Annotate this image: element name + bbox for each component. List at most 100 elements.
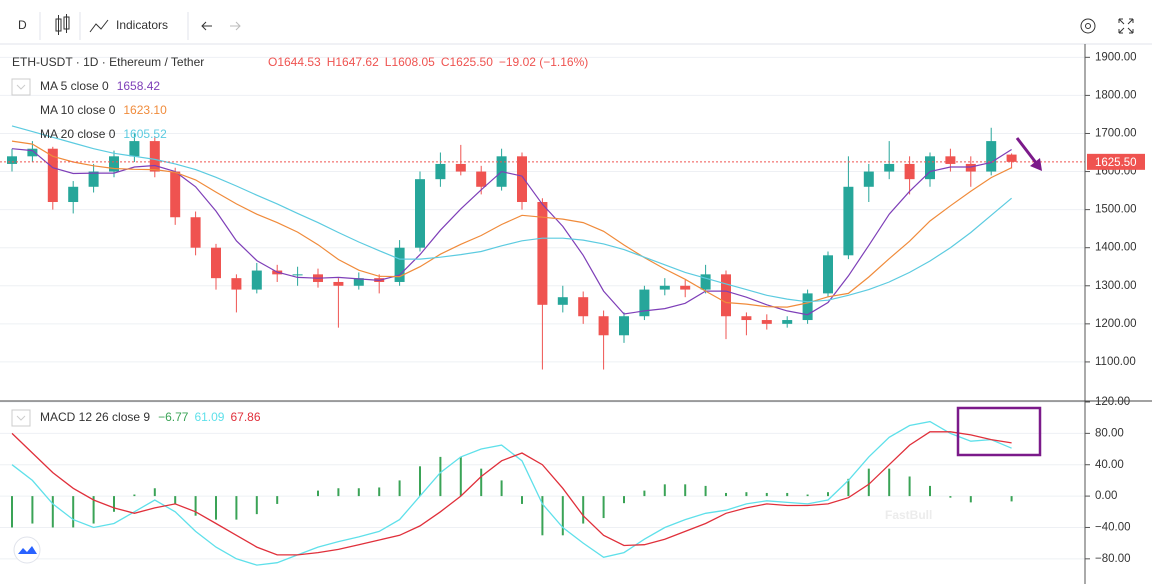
settings-button[interactable] [1080, 18, 1096, 34]
candle-body [170, 171, 181, 218]
legend-toggle [11, 409, 31, 427]
histogram-bar [521, 496, 523, 504]
watermark: FastBull [885, 508, 932, 522]
ohlc-label: L1608.05 [385, 55, 435, 69]
candle-body [149, 141, 160, 172]
histogram-bar [1010, 496, 1013, 502]
y-tick-label: 1900.00 [1095, 51, 1137, 63]
histogram-bar [827, 492, 829, 497]
candle-body [211, 247, 221, 279]
histogram-bar [317, 490, 319, 497]
histogram-bar [51, 496, 54, 528]
redo-button[interactable] [230, 21, 241, 31]
candle-body [476, 171, 487, 187]
y-tick-label: 80.00 [1095, 427, 1124, 439]
histogram-bar [847, 478, 850, 497]
histogram-bar [419, 466, 421, 497]
candle-body [741, 316, 752, 321]
chart-type-icon[interactable] [55, 14, 70, 35]
candle-body [231, 278, 242, 290]
legend-toggle [11, 78, 31, 96]
candle-body [394, 247, 405, 282]
histogram-bar [174, 496, 177, 504]
candle-body [700, 274, 711, 290]
y-tick-label: 1500.00 [1095, 204, 1137, 216]
candle-body [47, 148, 58, 203]
histogram-bar [255, 496, 258, 515]
fullscreen-button[interactable] [1118, 18, 1134, 34]
y-tick-label: 1800.00 [1095, 89, 1137, 101]
histogram-bar [888, 468, 891, 497]
candle-body [659, 285, 670, 290]
y-tick-label: 1400.00 [1095, 242, 1137, 254]
ohlc-label: −19.02 (−1.16%) [499, 55, 588, 69]
candle-body [578, 297, 589, 317]
candle-body [251, 270, 262, 290]
legend: ETH-USDT · 1D · Ethereum / Tether O1644.… [11, 55, 588, 427]
undo-button[interactable] [201, 21, 212, 31]
histogram-bar [153, 488, 156, 497]
histogram-bar [72, 496, 75, 528]
candle-body [27, 148, 38, 157]
indicators-button[interactable]: Indicators [116, 18, 168, 32]
histogram-bar [378, 487, 381, 497]
ohlc-label: H1647.62 [327, 55, 379, 69]
histogram-bar [929, 485, 931, 497]
candle-body [88, 171, 99, 187]
candle-body [925, 156, 935, 180]
histogram-bar [92, 496, 95, 524]
y-tick-label: 1300.00 [1095, 280, 1137, 292]
candle-body [802, 293, 813, 321]
annotation-box [956, 406, 1042, 457]
legend-value: 1658.42 [117, 79, 161, 93]
last-price-tag [1087, 153, 1145, 170]
legend-value: 61.09 [194, 410, 224, 424]
candle-body [292, 274, 303, 276]
candle-body [557, 297, 568, 305]
candle-body [333, 281, 344, 286]
histogram-bar [582, 496, 585, 524]
candle-body [721, 274, 731, 317]
histogram-bar [602, 496, 605, 519]
histogram-bar [133, 494, 136, 497]
candle-body [965, 163, 976, 172]
histogram-bar [745, 492, 748, 497]
candle-body [435, 163, 446, 180]
y-tick-label: 0.00 [1095, 490, 1117, 502]
ohlc-label: O1644.53 [268, 55, 321, 69]
histogram-bar [459, 456, 462, 497]
logo-button[interactable] [13, 536, 41, 564]
histogram-bar [725, 492, 727, 497]
histogram-bar [561, 496, 564, 536]
candle-body [1006, 154, 1017, 162]
histogram-bar [357, 488, 360, 497]
annotation-arrowhead [1030, 158, 1042, 171]
toolbar: D Indicators [0, 12, 1152, 45]
candle-body [884, 163, 895, 172]
line-series [11, 431, 1012, 556]
histogram-bar [704, 485, 707, 497]
legend-name: MA 10 close 0 [40, 103, 116, 117]
interval-button[interactable]: D [18, 18, 27, 32]
candle-body [598, 316, 609, 336]
candle-body [945, 156, 956, 164]
price-axis: 1100.001200.001300.001400.001500.001600.… [1084, 44, 1145, 584]
histogram-bar [11, 496, 13, 528]
histogram-bar [235, 496, 238, 520]
line-series [11, 125, 1012, 303]
histogram-bar [643, 490, 646, 497]
y-tick-label: 40.00 [1095, 459, 1124, 471]
histogram-bar [500, 480, 503, 497]
indicators-icon[interactable] [89, 19, 109, 33]
legend-value: 1605.52 [123, 127, 167, 141]
candle-body [517, 156, 527, 203]
histogram-bar [113, 496, 115, 512]
legend-name: MA 5 close 0 [40, 79, 109, 93]
histogram-bar [194, 496, 197, 516]
candle-body [537, 202, 548, 305]
histogram-bar [867, 468, 870, 497]
y-tick-label: 1100.00 [1095, 356, 1136, 368]
candle-body [782, 320, 793, 324]
candle-body [109, 156, 119, 172]
